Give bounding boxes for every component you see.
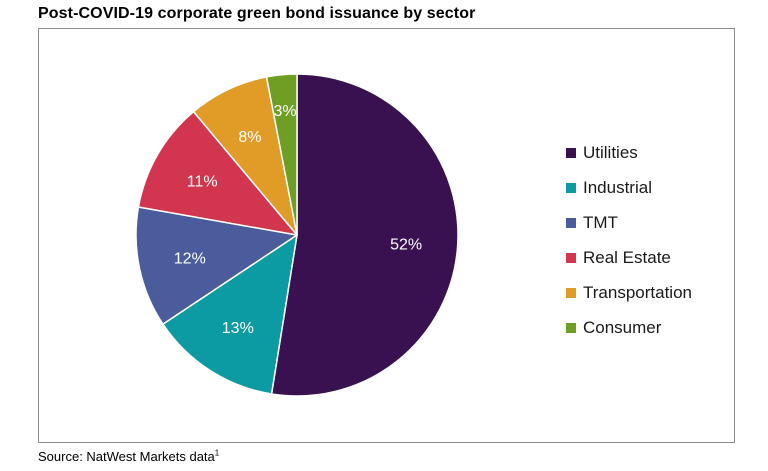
source-note: Source: NatWest Markets data1 bbox=[38, 449, 219, 464]
pie-slice-utilities bbox=[270, 73, 459, 397]
legend-item-industrial: Industrial bbox=[566, 170, 692, 205]
pie-slice-industrial bbox=[162, 234, 298, 395]
legend-swatch-consumer bbox=[566, 322, 576, 333]
legend-label-consumer: Consumer bbox=[583, 317, 662, 337]
legend-label-real-estate: Real Estate bbox=[583, 247, 671, 267]
data-label-transportation: 8% bbox=[238, 129, 261, 146]
legend-swatch-transportation bbox=[566, 287, 576, 298]
legend-item-consumer: Consumer bbox=[566, 310, 692, 345]
chart-frame bbox=[38, 28, 735, 443]
source-footnote: 1 bbox=[214, 448, 220, 458]
legend-swatch-industrial bbox=[566, 182, 576, 193]
data-label-real-estate: 11% bbox=[187, 173, 218, 190]
chart-title: Post-COVID-19 corporate green bond issua… bbox=[38, 5, 476, 22]
data-label-industrial: 13% bbox=[222, 320, 254, 337]
data-label-tmt: 12% bbox=[174, 250, 206, 267]
pie-slice-consumer bbox=[265, 73, 298, 236]
legend-label-transportation: Transportation bbox=[583, 282, 692, 302]
legend-label-utilities: Utilities bbox=[583, 142, 638, 162]
legend-item-utilities: Utilities bbox=[566, 135, 692, 170]
legend-item-tmt: TMT bbox=[566, 205, 692, 240]
legend-swatch-real-estate bbox=[566, 252, 576, 263]
legend-item-real-estate: Real Estate bbox=[566, 240, 692, 275]
legend-label-industrial: Industrial bbox=[583, 177, 652, 197]
legend: Utilities Industrial TMT Real Estate Transpo… bbox=[566, 135, 692, 345]
legend-label-tmt: TMT bbox=[583, 212, 618, 232]
source-text: Source: NatWest Markets data bbox=[38, 449, 215, 464]
data-label-utilities: 52% bbox=[390, 237, 422, 254]
pie-slice-tmt bbox=[135, 206, 298, 325]
data-label-consumer: 3% bbox=[274, 103, 297, 120]
pie-slice-real-estate bbox=[137, 110, 298, 236]
legend-swatch-tmt bbox=[566, 217, 576, 228]
legend-item-transportation: Transportation bbox=[566, 275, 692, 310]
legend-swatch-utilities bbox=[566, 147, 576, 158]
